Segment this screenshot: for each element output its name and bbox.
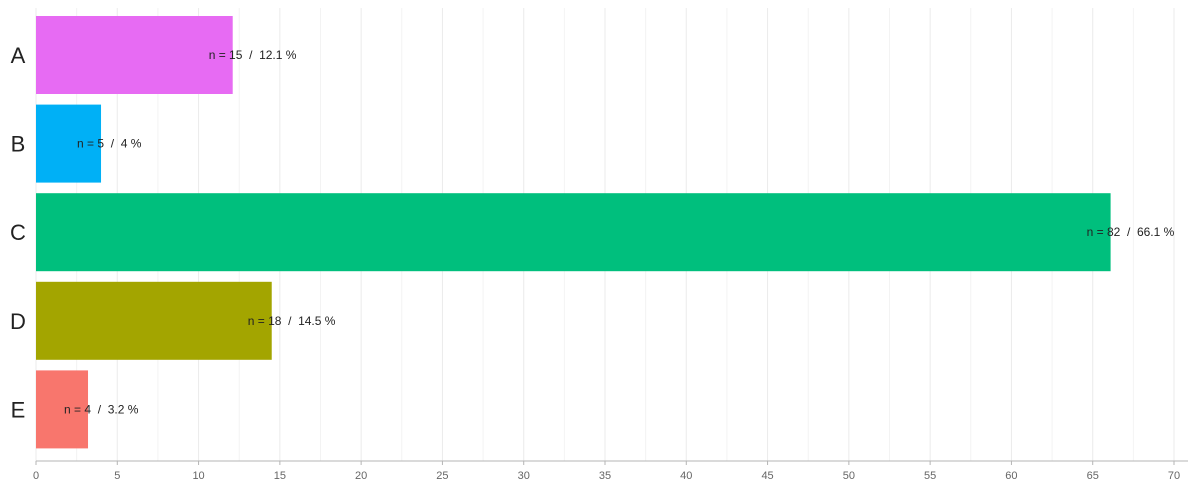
bars-layer (36, 16, 1111, 449)
x-tick-label: 25 (436, 470, 448, 482)
category-label-c: C (10, 220, 26, 245)
x-tick-label: 45 (761, 470, 773, 482)
category-label-b: B (11, 132, 26, 157)
category-label-a: A (11, 43, 26, 68)
x-tick-label: 70 (1168, 470, 1180, 482)
x-tick-label: 40 (680, 470, 692, 482)
x-tick-label: 60 (1005, 470, 1017, 482)
data-label-a: n = 15 / 12.1 % (209, 48, 297, 62)
x-axis: 0 5 10 15 20 25 30 35 40 45 50 55 60 65 70 (33, 460, 1188, 482)
x-tick-label: 30 (518, 470, 530, 482)
data-label-d: n = 18 / 14.5 % (248, 314, 336, 328)
category-label-e: E (11, 397, 26, 422)
x-tick-label: 35 (599, 470, 611, 482)
bar-c (36, 193, 1111, 272)
x-tick-label: 15 (274, 470, 286, 482)
data-label-c: n = 82 / 66.1 % (1087, 225, 1175, 239)
x-tick-label: 20 (355, 470, 367, 482)
x-tick-label: 50 (843, 470, 855, 482)
x-tick-label: 65 (1087, 470, 1099, 482)
x-tick-label: 0 (33, 470, 39, 482)
x-tick-label: 10 (192, 470, 204, 482)
data-label-b: n = 5 / 4 % (77, 137, 142, 151)
bar-e (36, 370, 89, 449)
bar-a (36, 16, 233, 94)
data-label-e: n = 4 / 3.2 % (64, 402, 139, 416)
bar-d (36, 281, 272, 360)
category-label-d: D (10, 309, 26, 334)
x-tick-label: 5 (114, 470, 120, 482)
bar-b (36, 104, 102, 183)
x-tick-label: 55 (924, 470, 936, 482)
